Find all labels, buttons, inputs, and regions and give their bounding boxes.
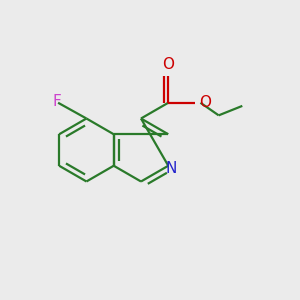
Text: O: O xyxy=(162,57,174,72)
Text: N: N xyxy=(166,161,177,176)
Text: F: F xyxy=(52,94,61,109)
Text: O: O xyxy=(199,95,211,110)
